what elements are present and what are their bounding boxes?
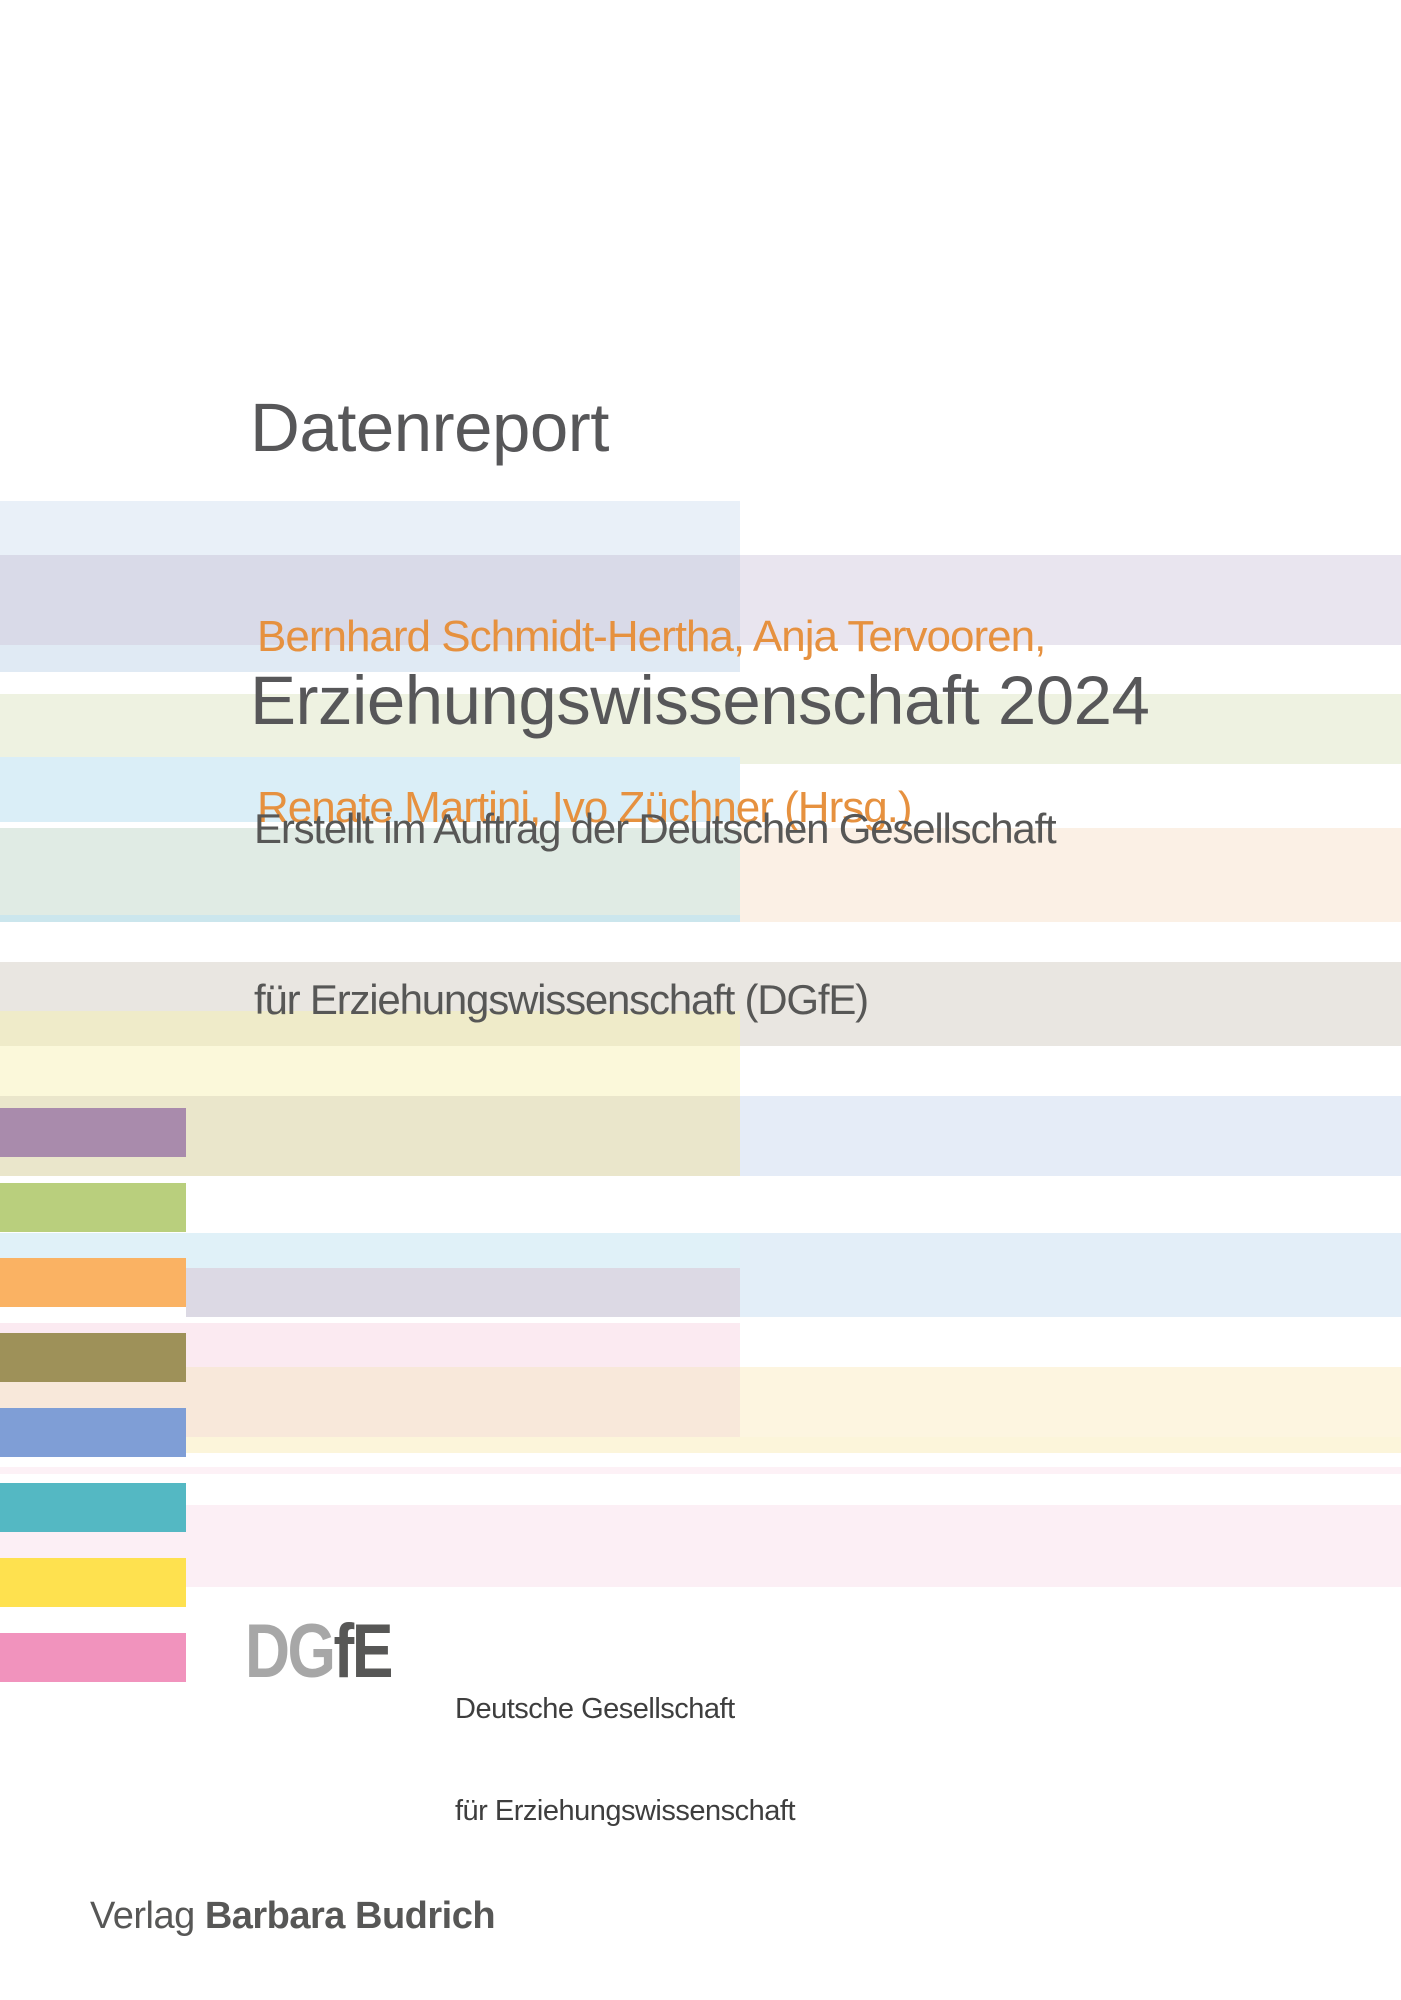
stripe-lavender-right: [740, 555, 1401, 645]
stripe-light-blue-right: [740, 1096, 1401, 1176]
accent-bar-orange: [0, 1258, 186, 1307]
accent-bar-green: [0, 1183, 186, 1232]
dgfe-logo-name: Deutsche Gesellschaft für Erziehungswiss…: [455, 1624, 796, 1896]
stripe-pale-teal-left: [0, 828, 740, 915]
page-title: Datenreport Erziehungswissenschaft 2024: [250, 200, 1150, 928]
accent-bar-olive: [0, 1333, 186, 1382]
stripe-pale-green-full: [0, 694, 1401, 764]
stripe-peach-right: [740, 828, 1401, 922]
subtitle-line-2: für Erziehungswissenschaft (DGfE): [254, 976, 869, 1023]
stripe-pale-yellow-right: [740, 1367, 1401, 1437]
stripe-light-blue-authors: [0, 501, 740, 555]
accent-bar-blue: [0, 1408, 186, 1457]
stripe-gray-beige-full: [0, 962, 1401, 1011]
dgfe-logo-name-line-1: Deutsche Gesellschaft: [455, 1693, 735, 1725]
accent-bar-purple: [0, 1108, 186, 1157]
stripe-bluegray-left: [0, 645, 740, 672]
stripe-gray-beige-right: [740, 1011, 1401, 1046]
publisher: Verlag Barbara Budrich: [90, 1892, 496, 1940]
authors: Bernhard Schmidt-Hertha, Anja Tervooren,…: [257, 494, 1046, 950]
stripe-pale-pink-full: [0, 1505, 1401, 1587]
stripe-cyan-line-left: [0, 915, 740, 922]
accent-bar-teal: [0, 1483, 186, 1532]
stripe-khaki-yellow-left: [0, 1011, 740, 1046]
stripe-pale-yellow-left: [0, 1046, 740, 1096]
stripe-thin-pink-full: [0, 1467, 1401, 1474]
dgfe-logo-acronym-light: DG: [245, 1609, 336, 1694]
stripe-cyan-subtitle-left: [0, 757, 740, 822]
dgfe-logo-name-line-2: für Erziehungswissenschaft: [455, 1795, 796, 1827]
title-line-2: Erziehungswissenschaft 2024: [250, 662, 1150, 739]
publisher-prefix: Verlag: [90, 1895, 205, 1937]
stripe-lavender-left: [0, 555, 740, 645]
stripe-pale-yellow-full: [0, 1437, 1401, 1453]
subtitle-line-1: Erstellt im Auftrag der Deutschen Gesell…: [254, 805, 1057, 852]
title-line-1: Datenreport: [250, 389, 609, 466]
authors-line-2: Renate Martini, Ivo Züchner (Hrsg.): [257, 783, 913, 832]
dgfe-logo-acronym: DGfE: [245, 1614, 393, 1690]
stripe-light-blue-right-2: [740, 1233, 1401, 1317]
publisher-name: Barbara Budrich: [204, 1895, 496, 1937]
subtitle: Erstellt im Auftrag der Deutschen Gesell…: [254, 686, 1057, 1142]
stripe-lavender-gray-mid: [186, 1268, 740, 1317]
accent-bar-pink: [0, 1633, 186, 1682]
dgfe-logo-acronym-dark: fE: [333, 1609, 394, 1694]
authors-line-1: Bernhard Schmidt-Hertha, Anja Tervooren,: [257, 612, 1046, 661]
accent-bar-yellow: [0, 1558, 186, 1607]
